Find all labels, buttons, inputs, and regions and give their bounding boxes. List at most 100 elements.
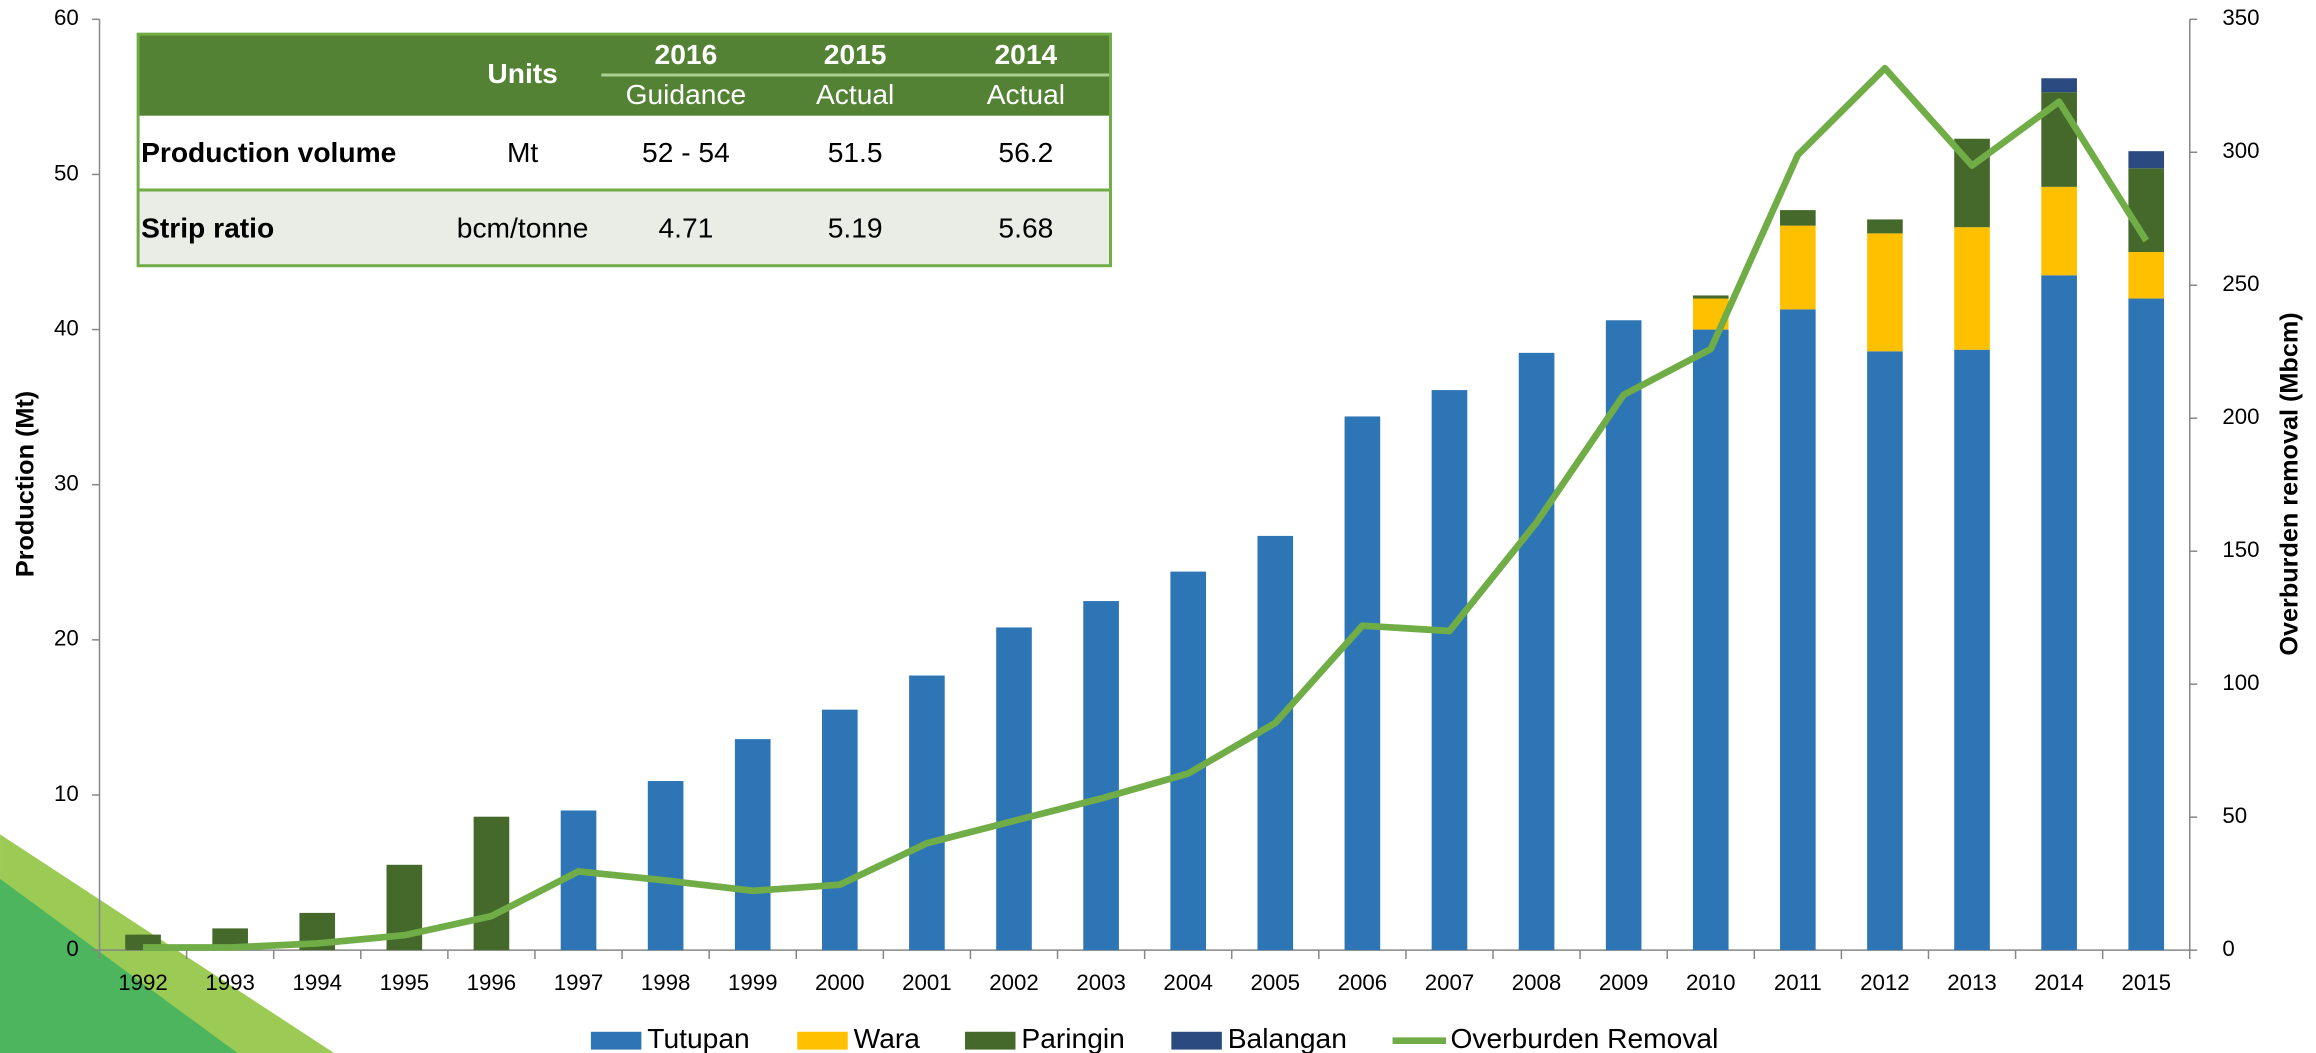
legend-label: Paringin — [1021, 1022, 1124, 1053]
bar-segment — [996, 627, 1032, 951]
table-header-cell: Guidance — [626, 78, 747, 110]
legend-label: Wara — [854, 1022, 921, 1053]
x-tick-label: 2015 — [2121, 970, 2171, 995]
x-tick-label: 2006 — [1338, 970, 1388, 995]
bar-segment — [1867, 219, 1903, 234]
table-header-cell: 2015 — [824, 38, 887, 70]
x-tick-label: 1993 — [205, 970, 254, 995]
y-tick-label: 10 — [54, 781, 79, 806]
table-cell: 5.19 — [828, 212, 883, 244]
table-cell: Production volume — [141, 136, 396, 168]
y-tick-label: 60 — [54, 5, 79, 30]
bar-segment — [1954, 349, 1990, 951]
y-tick-label: 50 — [54, 160, 79, 185]
x-tick-label: 2003 — [1076, 970, 1126, 995]
x-tick-label: 2008 — [1512, 970, 1562, 995]
table-cell: Mt — [507, 136, 538, 168]
legend-label: Overburden Removal — [1450, 1022, 1718, 1053]
table-cell: 4.71 — [658, 212, 713, 244]
x-tick-label: 2014 — [2034, 970, 2084, 995]
legend-label: Tutupan — [647, 1022, 749, 1053]
table-row — [138, 115, 1111, 191]
x-tick-label: 2001 — [902, 970, 951, 995]
y2-tick-label: 50 — [2222, 803, 2247, 828]
bar-segment — [2041, 275, 2077, 951]
bar-segment — [734, 739, 771, 951]
table-cell: Strip ratio — [141, 212, 274, 244]
legend-label: Balangan — [1228, 1022, 1347, 1053]
legend-swatch — [965, 1031, 1016, 1050]
bar-segment — [1867, 351, 1903, 951]
table: Units 2016 2015 2014 Guidance Actual Act… — [136, 32, 1112, 268]
bar-segment — [1780, 225, 1816, 310]
table-header-cell: Actual — [816, 78, 894, 110]
bar-segment — [821, 709, 858, 951]
bar-segment — [1692, 329, 1729, 951]
table-cell: bcm/tonne — [457, 212, 589, 244]
decoration — [0, 878, 238, 1053]
bar-segment — [1954, 227, 1990, 350]
table-header-cell: Actual — [987, 78, 1065, 110]
y2-tick-label: 350 — [2222, 5, 2259, 30]
x-tick-label: 2011 — [1774, 970, 1822, 995]
x-tick-label: 1999 — [728, 970, 778, 995]
bar-segment — [1867, 233, 1903, 352]
table-border — [136, 32, 1112, 268]
y-tick-label: 20 — [54, 626, 79, 651]
x-tick-label: 1992 — [118, 970, 168, 995]
y-tick-label: 40 — [54, 315, 79, 340]
bar-segment — [909, 675, 945, 951]
y-tick-label: 30 — [54, 471, 79, 496]
x-tick-label: 1995 — [380, 970, 430, 995]
bar-segment — [647, 781, 684, 951]
bar-segment — [1780, 210, 1816, 226]
bar-segment — [1170, 571, 1207, 951]
x-tick-label: 2007 — [1425, 970, 1475, 995]
legend-swatch — [1171, 1031, 1222, 1050]
x-tick-label: 1994 — [292, 970, 342, 995]
y-axis-title: Production (Mt) — [11, 391, 39, 577]
bar-segment — [1431, 390, 1468, 951]
bar-segment — [1605, 320, 1642, 951]
table-cell: 52 - 54 — [642, 136, 730, 168]
bar-segment — [1257, 535, 1294, 951]
x-tick-label: 2000 — [815, 970, 865, 995]
bar-segment — [2128, 252, 2165, 299]
x-tick-label: 2002 — [989, 970, 1038, 995]
x-tick-label: 2005 — [1251, 970, 1301, 995]
x-tick-label: 2010 — [1686, 970, 1736, 995]
legend-swatch — [590, 1031, 642, 1050]
y2-tick-label: 0 — [2222, 936, 2234, 961]
bar-segment — [2041, 78, 2077, 93]
bar-segment — [1692, 295, 1729, 299]
bar-segment — [2128, 298, 2165, 951]
bar-segment — [2041, 186, 2077, 276]
y2-tick-label: 250 — [2222, 271, 2259, 296]
y2-tick-label: 200 — [2222, 404, 2259, 429]
table-header-cell: 2014 — [995, 38, 1058, 70]
y-tick-label: 0 — [66, 936, 78, 961]
y2-tick-label: 150 — [2222, 537, 2259, 562]
y2-tick-label: 100 — [2222, 670, 2259, 695]
bar-segment — [1344, 416, 1381, 951]
table-cell: 5.68 — [998, 212, 1053, 244]
x-tick-label: 1997 — [554, 970, 604, 995]
x-tick-label: 1998 — [641, 970, 691, 995]
x-tick-label: 1996 — [467, 970, 517, 995]
bar-segment — [2128, 151, 2165, 169]
plot: 0 10 20 30 40 50 60 0 50 100 150 200 250 300 350 1992 19… — [54, 5, 2260, 1053]
x-tick-label: 2009 — [1599, 970, 1649, 995]
table-cell: 51.5 — [828, 136, 883, 168]
x-tick-label: 2013 — [1947, 970, 1997, 995]
y2-axis-title: Overburden removal (Mbcm) — [2275, 312, 2303, 655]
table-row — [138, 190, 1111, 266]
x-tick-label: 2004 — [1163, 970, 1213, 995]
bar-segment — [1083, 601, 1119, 951]
y2-tick-label: 300 — [2222, 138, 2259, 163]
bar-segment — [473, 816, 510, 951]
table-header-cell: Units — [487, 57, 557, 89]
legend-swatch — [797, 1031, 848, 1050]
table-cell: 56.2 — [998, 136, 1053, 168]
